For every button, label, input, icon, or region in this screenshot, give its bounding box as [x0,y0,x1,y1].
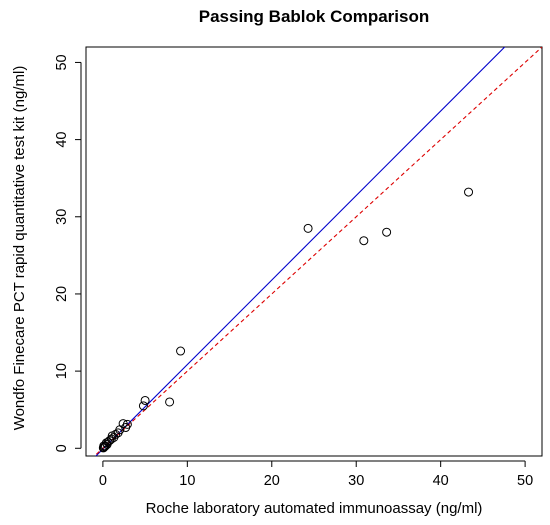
data-point [140,395,150,405]
data-point [176,346,186,356]
data-point [165,397,175,407]
plot-frame [85,46,543,457]
x-tick-label: 40 [433,473,449,489]
x-tick-label: 10 [179,473,195,489]
data-point [100,442,110,452]
identity-line [93,47,542,456]
regression-lines [93,47,542,456]
x-tick-label: 0 [99,473,107,489]
regression-line [95,47,506,456]
x-axis-label: Roche laboratory automated immunoassay (… [146,500,483,517]
y-axis: 0 10 20 30 40 50 [54,54,82,452]
y-tick-label: 50 [54,54,70,70]
data-point [98,443,108,453]
y-tick-label: 0 [54,444,70,452]
x-tick-label: 30 [348,473,364,489]
y-tick-label: 20 [54,286,70,302]
y-tick-label: 40 [54,132,70,148]
y-tick-label: 10 [54,363,70,379]
data-point [303,223,313,233]
data-points [98,187,474,453]
data-point [138,401,148,411]
x-axis: 0 10 20 30 40 50 [99,460,533,489]
data-point [359,236,369,246]
data-point [464,187,474,197]
chart-title: Passing Bablok Comparison [199,7,430,26]
y-axis-label: Wondfo Finecare PCT rapid quantitative t… [11,66,28,431]
x-tick-label: 20 [264,473,280,489]
x-tick-label: 50 [517,473,533,489]
data-point [382,227,392,237]
y-tick-label: 30 [54,209,70,225]
plot-area [85,46,543,457]
